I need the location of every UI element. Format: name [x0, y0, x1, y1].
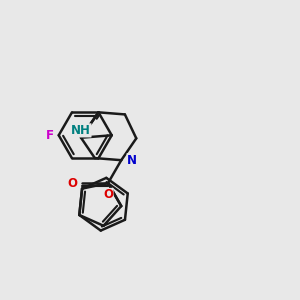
Text: F: F [45, 129, 53, 142]
Text: O: O [103, 188, 113, 201]
Text: O: O [67, 177, 77, 190]
Text: N: N [127, 154, 137, 167]
Text: NH: NH [71, 124, 91, 137]
